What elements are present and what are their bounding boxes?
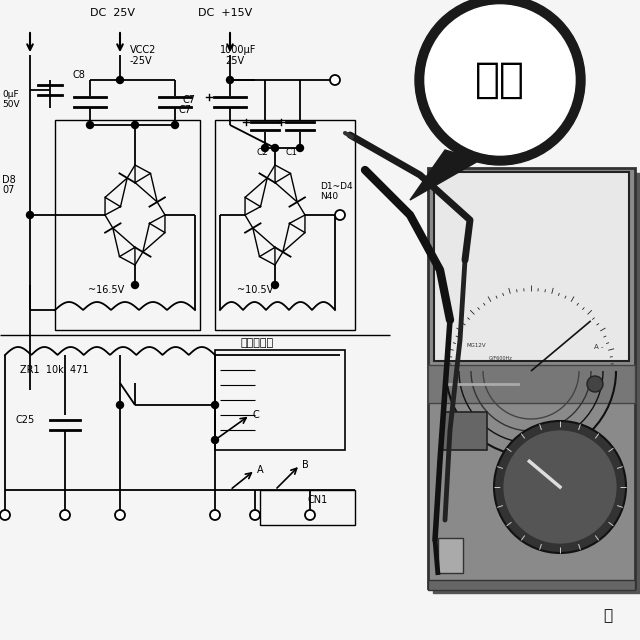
Bar [428, 365, 635, 403]
Text: N40: N40 [320, 192, 338, 201]
Text: C1: C1 [285, 148, 297, 157]
Text: 头: 头 [604, 608, 612, 623]
Circle shape [502, 429, 618, 545]
Circle shape [425, 5, 575, 155]
Text: C2: C2 [256, 148, 268, 157]
Text: 1000µF: 1000µF [220, 45, 257, 55]
Bar [215, 350, 345, 450]
Circle shape [494, 421, 626, 553]
Text: VCC2: VCC2 [130, 45, 156, 55]
Circle shape [227, 77, 234, 83]
Circle shape [262, 145, 269, 152]
Text: D8: D8 [2, 175, 16, 185]
Text: ~10.5V: ~10.5V [237, 285, 273, 295]
Polygon shape [410, 150, 480, 200]
Circle shape [271, 145, 278, 152]
Text: 50V: 50V [2, 100, 20, 109]
Text: CN1: CN1 [307, 495, 327, 505]
Circle shape [415, 0, 585, 165]
Text: ~16.5V: ~16.5V [88, 285, 124, 295]
Bar [55, 120, 200, 330]
Bar [260, 490, 355, 525]
Circle shape [60, 510, 70, 520]
Text: 25V: 25V [225, 56, 244, 66]
Circle shape [210, 510, 220, 520]
Bar [433, 173, 640, 593]
Text: 损坏: 损坏 [475, 59, 525, 101]
Circle shape [131, 282, 138, 289]
Circle shape [115, 510, 125, 520]
Circle shape [250, 510, 260, 520]
Text: 电源变压器: 电源变压器 [240, 338, 273, 348]
Circle shape [0, 510, 10, 520]
Text: C25: C25 [15, 415, 35, 425]
Text: C7: C7 [178, 105, 191, 115]
Text: C7: C7 [182, 95, 195, 105]
Circle shape [211, 401, 218, 408]
Circle shape [330, 75, 340, 85]
Text: G/F600Hz: G/F600Hz [489, 355, 513, 360]
Circle shape [211, 436, 218, 444]
Circle shape [116, 401, 124, 408]
Text: C8: C8 [72, 70, 85, 80]
Circle shape [26, 211, 33, 218]
Circle shape [86, 122, 93, 129]
Bar [438, 538, 463, 573]
Bar [428, 168, 635, 588]
Circle shape [116, 77, 124, 83]
Circle shape [296, 145, 303, 152]
Text: B: B [302, 460, 308, 470]
Text: A: A [257, 465, 264, 475]
Circle shape [271, 282, 278, 289]
Circle shape [335, 210, 345, 220]
Text: DC  +15V: DC +15V [198, 8, 252, 18]
Text: D1~D4: D1~D4 [320, 182, 353, 191]
Text: C: C [252, 410, 259, 420]
Circle shape [172, 122, 179, 129]
Text: A -: A - [595, 344, 604, 350]
Text: 07: 07 [2, 185, 14, 195]
Bar [434, 172, 629, 361]
Text: MG12V: MG12V [466, 343, 486, 348]
Circle shape [131, 122, 138, 129]
Text: -25V: -25V [130, 56, 152, 66]
Bar [442, 412, 487, 450]
Circle shape [587, 376, 603, 392]
Bar [428, 580, 635, 590]
Bar [215, 120, 355, 330]
Text: ZR1  10k  471: ZR1 10k 471 [20, 365, 88, 375]
Text: 0µF: 0µF [2, 90, 19, 99]
Circle shape [305, 510, 315, 520]
Text: DC  25V: DC 25V [90, 8, 135, 18]
